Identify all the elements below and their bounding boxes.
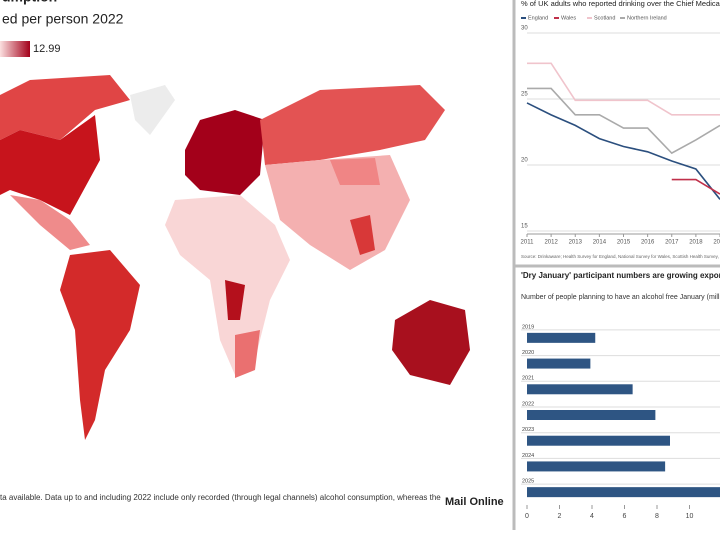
x-tick-label: 2018 [689, 240, 703, 246]
x-tick-label: 2017 [665, 240, 679, 246]
chart-title: 'Dry January' participant numbers are gr… [521, 271, 720, 280]
bar [527, 384, 633, 395]
south-america [60, 250, 140, 440]
south-africa [235, 330, 260, 378]
x-tick-label: 2011 [521, 240, 535, 246]
line-series [527, 62, 720, 116]
x-tick-label: 2014 [593, 240, 607, 246]
map-title: umption [2, 0, 57, 5]
bar [527, 461, 666, 472]
x-tick-label: 2016 [641, 240, 655, 246]
x-tick-label: 2019 [713, 240, 720, 246]
china [330, 158, 380, 185]
bar [527, 487, 720, 498]
x-tick-label: 2013 [569, 240, 583, 246]
canada [0, 75, 130, 140]
y-tick-label: 2025 [522, 479, 534, 485]
legend-max: 12.99 [33, 43, 61, 55]
line-series [526, 102, 720, 200]
legend-label: Wales [561, 15, 576, 21]
namibia [225, 280, 245, 320]
y-tick-label: 2024 [522, 453, 534, 459]
line-series [671, 178, 720, 195]
x-tick-label: 0 [525, 513, 529, 520]
y-tick-label: 20 [521, 158, 528, 164]
greenland [130, 85, 175, 135]
europe [185, 110, 265, 195]
chart-title: % of UK adults who reported drinking ove… [521, 0, 720, 8]
y-tick-label: 2020 [522, 350, 534, 356]
legend-label: England [528, 15, 548, 21]
footnote: ta available. Data up to and including 2… [0, 493, 441, 502]
x-tick-label: 6 [623, 513, 627, 520]
usa [0, 115, 100, 215]
y-tick-label: 30 [521, 26, 528, 32]
legend-gradient [0, 41, 30, 57]
x-tick-label: 2 [558, 513, 562, 520]
line-series [527, 87, 720, 155]
legend-label: Northern Ireland [627, 15, 667, 21]
y-tick-label: 15 [521, 224, 528, 230]
legend-label: Scotland [594, 15, 615, 21]
y-tick-label: 2023 [522, 427, 534, 433]
x-tick-label: 8 [655, 513, 659, 520]
central-america [10, 195, 90, 250]
bar [527, 358, 591, 369]
y-tick-label: 2021 [522, 376, 534, 382]
y-tick-label: 2019 [522, 324, 534, 330]
bar [527, 435, 670, 446]
logo: Mail Online [445, 496, 504, 508]
source: Source: Drinkaware; Health Survey for En… [521, 254, 720, 259]
x-tick-label: 2015 [617, 240, 631, 246]
x-tick-label: 4 [590, 513, 594, 520]
bar [527, 410, 656, 420]
australia [392, 300, 470, 385]
y-tick-label: 25 [521, 92, 528, 98]
map-panel: umption ed per person 2022 12.99 ta avai… [0, 0, 504, 508]
russia [260, 85, 445, 165]
southeast-asia [350, 215, 375, 255]
bar [527, 332, 596, 343]
x-tick-label: 2012 [544, 240, 558, 246]
y-tick-label: 2022 [522, 401, 534, 407]
chart-subtitle: Number of people planning to have an alc… [521, 294, 720, 301]
map-subtitle: ed per person 2022 [2, 11, 124, 27]
x-tick-label: 10 [686, 513, 694, 520]
